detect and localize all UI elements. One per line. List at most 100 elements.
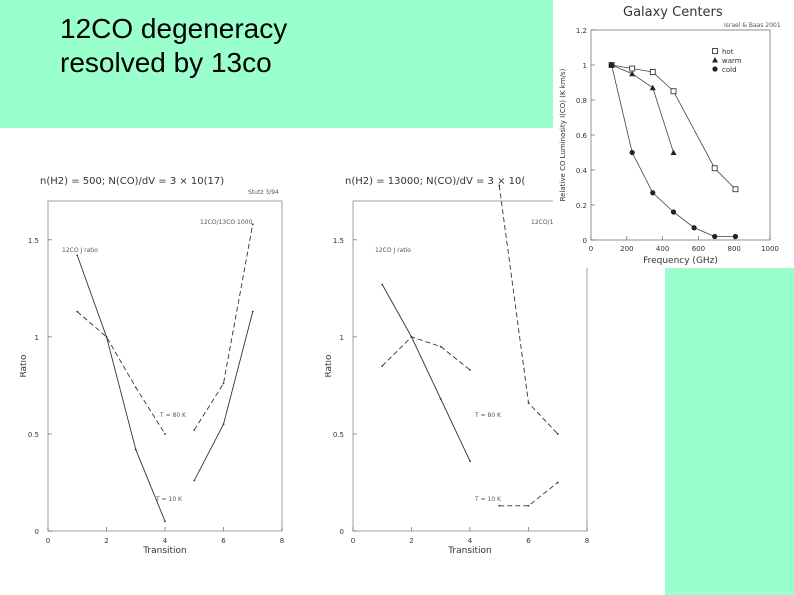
mid-point [381, 365, 384, 367]
galaxy-footnote: Israel & Baas 2001 [724, 22, 781, 29]
left-point [251, 223, 254, 226]
mid-point [556, 433, 559, 435]
mid-point [469, 368, 471, 371]
left-point [76, 310, 79, 313]
left-point [193, 429, 196, 431]
galaxy-cold-marker [732, 233, 739, 240]
mid-xtick-label: 2 [409, 537, 413, 545]
left-series-line-3 [193, 224, 254, 431]
left-ytick-label: 1 [35, 334, 39, 342]
left-xtick-label: 8 [280, 537, 284, 545]
galaxy-line-warm [611, 64, 674, 153]
galaxy-ytick-label: 0.2 [576, 202, 587, 210]
mid-xtick-label: 6 [526, 537, 531, 545]
mid-point [410, 335, 413, 338]
galaxy-hot-marker [732, 186, 739, 193]
galaxy-xtick-label: 600 [692, 245, 705, 253]
galaxy-cold-marker [712, 233, 718, 240]
mid-point [469, 460, 471, 463]
galaxy-cold-marker [629, 149, 635, 156]
ratio-chart-left: n(H2) = 500; N(CO)/dV = 3 × 10(17) Stutz … [20, 176, 284, 556]
mid-xtick-label: 8 [585, 537, 589, 545]
left-ytick-label: 1.5 [28, 237, 39, 245]
galaxy-hot-marker [649, 69, 656, 75]
galaxy-cold-marker [608, 62, 615, 68]
left-xtick-label: 0 [46, 537, 50, 545]
mid-xtick-label: 0 [351, 537, 355, 545]
left-point [222, 382, 225, 385]
galaxy-cold-marker [691, 225, 697, 231]
mid-ytick-label: 0.5 [333, 431, 344, 439]
mid-header: n(H2) = 13000; N(CO)/dV = 3 × 10( [345, 176, 525, 187]
galaxy-ytick-label: 0 [583, 237, 587, 245]
galaxy-xtick-label: 0 [589, 245, 593, 253]
galaxy-legend-cold: cold [722, 66, 737, 74]
galaxy-warm-marker [712, 57, 718, 63]
left-ylabel: Ratio [20, 354, 29, 378]
left-point [134, 448, 137, 451]
mid-point [556, 481, 559, 484]
galaxy-line-hot [611, 64, 736, 190]
galaxy-ytick-label: 1 [583, 62, 587, 70]
galaxy-hot-marker [629, 65, 636, 72]
galaxy-ylabel: Relative CO Luminosity I(CO) (K km/s) [559, 68, 567, 201]
galaxy-hot-marker [711, 165, 718, 172]
title-band [0, 0, 553, 128]
galaxy-xtick-label: 200 [620, 245, 633, 253]
galaxy-panel-bg [553, 0, 787, 268]
mid-ytick-label: 1.5 [333, 237, 344, 245]
left-point [76, 254, 79, 257]
galaxy-ytick-label: 0.4 [576, 167, 588, 175]
left-annotation: 12CO/13CO 1000 [200, 219, 252, 226]
left-ytick-label: 0 [35, 528, 39, 536]
galaxy-title: Galaxy Centers [623, 5, 723, 20]
left-point [164, 433, 166, 435]
left-point [134, 386, 137, 389]
galaxy-ytick-label: 0.6 [576, 132, 588, 140]
galaxy-ytick-label: 1.2 [576, 27, 587, 35]
galaxy-warm-marker [629, 70, 636, 77]
mid-point [527, 504, 530, 507]
left-annotation: 12CO J ratio [62, 247, 98, 254]
galaxy-legend-warm: warm [722, 57, 742, 65]
left-series-line-2 [76, 311, 166, 435]
left-annotation: T = 80 K [159, 412, 187, 419]
mid-point [498, 504, 501, 507]
left-annotation: T = 10 K [155, 496, 183, 503]
galaxy-xtick-label: 1000 [761, 245, 779, 253]
galaxy-cold-marker [670, 209, 677, 215]
left-point [105, 335, 108, 338]
mid-ytick-label: 1 [340, 334, 344, 342]
mid-annotation: T = 10 K [474, 496, 502, 503]
left-series-line-4 [193, 311, 254, 481]
mid-point [381, 283, 384, 286]
left-series-line-1 [76, 255, 166, 522]
mid-series-line-2 [381, 336, 471, 371]
left-xlabel: Transition [142, 546, 187, 556]
left-xtick-label: 2 [104, 537, 108, 545]
galaxy-cold-marker [650, 190, 656, 196]
mid-ylabel: Ratio [325, 354, 334, 378]
mid-point [527, 401, 530, 404]
mid-point [439, 398, 442, 400]
mid-annotation: 12CO/13 [531, 219, 557, 226]
galaxy-xlabel: Frequency (GHz) [643, 256, 718, 266]
left-ytick-label: 0.5 [28, 431, 39, 439]
mid-xlabel: Transition [447, 546, 492, 556]
mid-ytick-label: 0 [340, 528, 344, 536]
left-point [222, 423, 225, 426]
mid-annotation: T = 80 K [474, 412, 502, 419]
galaxy-warm-marker [649, 84, 656, 91]
galaxy-xtick-label: 800 [728, 245, 741, 253]
galaxy-legend-hot: hot [722, 48, 734, 56]
mid-xtick-label: 4 [468, 537, 473, 545]
left-xtick-label: 6 [221, 537, 226, 545]
left-point [251, 310, 254, 313]
left-header: n(H2) = 500; N(CO)/dV = 3 × 10(17) [40, 176, 224, 187]
ratio-chart-right: n(H2) = 13000; N(CO)/dV = 3 × 10(0 2 4 6 800… [325, 176, 589, 556]
galaxy-ytick-label: 0.8 [576, 97, 587, 105]
mid-series-line-4 [499, 482, 559, 507]
mid-annotation: 12CO J ratio [375, 247, 411, 254]
galaxy-xtick-label: 400 [656, 245, 669, 253]
